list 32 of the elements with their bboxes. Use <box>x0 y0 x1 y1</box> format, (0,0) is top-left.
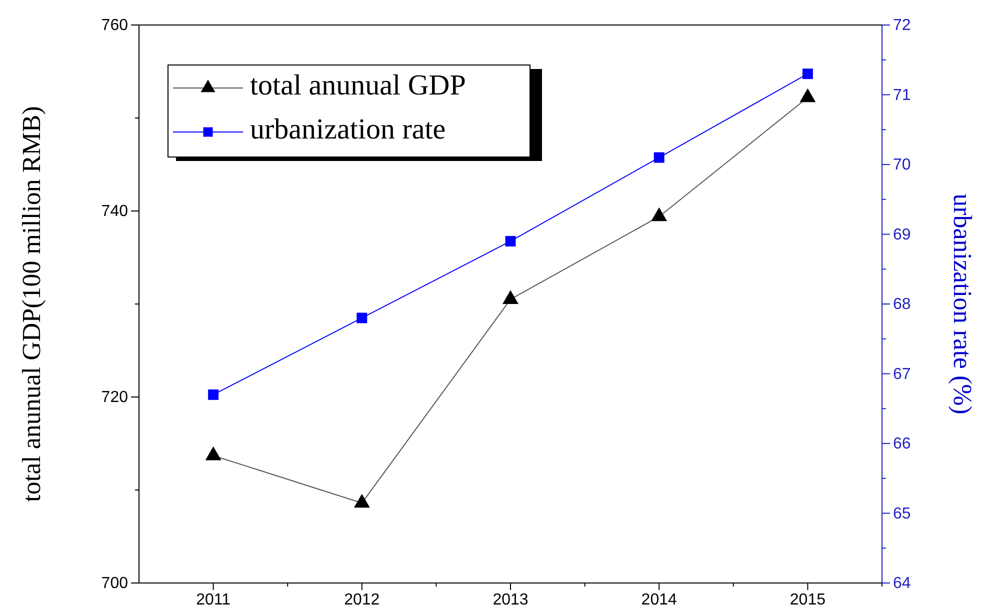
y2-tick-label: 64 <box>893 575 911 592</box>
y-tick-label: 700 <box>101 575 128 592</box>
y2-tick-label: 66 <box>893 436 911 453</box>
y2-tick-label: 70 <box>893 156 911 174</box>
y2-tick-label: 67 <box>893 366 911 383</box>
point <box>356 312 368 324</box>
y2-tick-label: 69 <box>893 226 911 244</box>
x-tick-label: 2013 <box>492 591 528 608</box>
point <box>651 207 668 222</box>
point <box>505 236 516 246</box>
point <box>354 494 370 508</box>
y2-tick-label: 71 <box>893 86 911 104</box>
point <box>208 389 219 400</box>
point <box>800 88 816 102</box>
y-tick-label: 740 <box>101 203 128 220</box>
y2-tick-label: 68 <box>893 296 911 314</box>
x-tick-label: 2012 <box>344 591 380 608</box>
x-tick-label: 2011 <box>196 591 231 608</box>
y-tick-label: 720 <box>101 389 128 406</box>
x-tick-label: 2015 <box>790 591 826 608</box>
point <box>502 290 518 304</box>
point <box>654 152 664 163</box>
y-tick-label: 760 <box>101 17 128 34</box>
point <box>802 68 813 80</box>
y2-tick-label: 65 <box>893 505 911 522</box>
point <box>205 446 222 460</box>
y2-tick-label: 72 <box>893 17 911 34</box>
y2-axis-title: urbanization rate (%) <box>948 194 978 414</box>
y-axis-title: total anunual GDP(100 million RMB) <box>16 106 46 502</box>
legend-label: urbanization rate <box>250 114 446 146</box>
x-tick-label: 2014 <box>641 591 677 608</box>
legend-label: total anunual GDP <box>250 70 466 102</box>
